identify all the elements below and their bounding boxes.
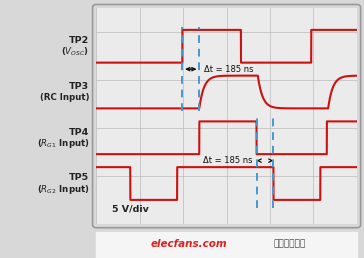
- Text: TP4: TP4: [69, 128, 89, 136]
- Text: 5 V/div: 5 V/div: [112, 205, 149, 214]
- Text: TP5: TP5: [69, 173, 89, 182]
- Text: elecfans.com: elecfans.com: [151, 239, 228, 249]
- Text: TP3: TP3: [69, 82, 89, 91]
- Text: ($R_{G1}$ Input): ($R_{G1}$ Input): [36, 137, 89, 150]
- Text: Δt = 185 ns: Δt = 185 ns: [203, 156, 253, 165]
- Text: (RC Input): (RC Input): [40, 93, 89, 102]
- Text: Δt = 185 ns: Δt = 185 ns: [204, 65, 253, 74]
- Text: ($R_{G2}$ Input): ($R_{G2}$ Input): [36, 183, 89, 196]
- Text: ($V_{OSC}$): ($V_{OSC}$): [61, 46, 89, 58]
- Text: TP2: TP2: [69, 36, 89, 45]
- Text: ）电子发烧友: ）电子发烧友: [273, 239, 305, 248]
